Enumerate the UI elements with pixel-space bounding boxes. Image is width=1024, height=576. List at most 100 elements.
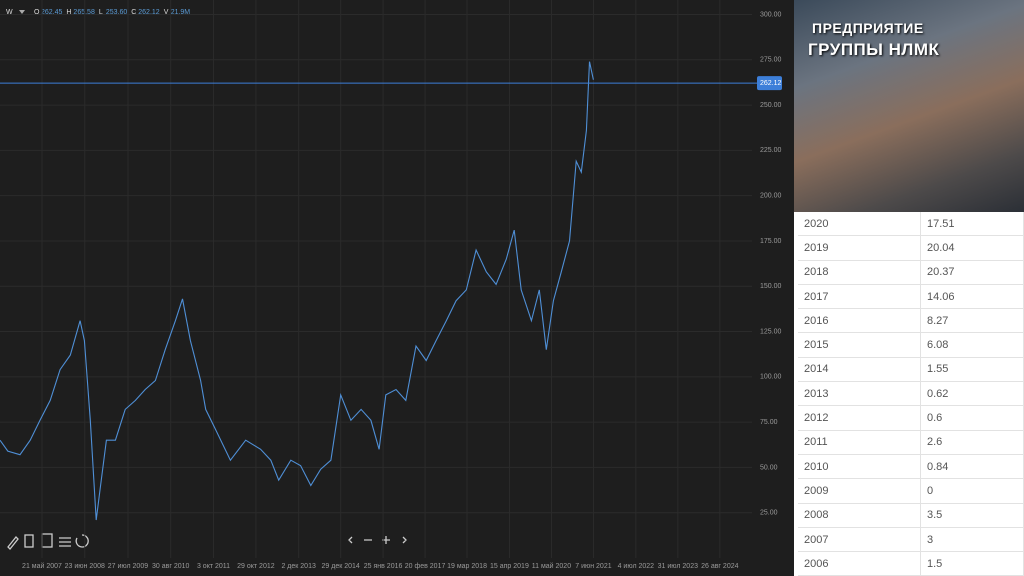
table-cell: 14.06 — [920, 284, 1024, 310]
x-tick-label: 29 дек 2014 — [322, 563, 360, 570]
table-row: 2009 0 — [798, 478, 1024, 504]
ohlc-label: O — [34, 9, 40, 16]
x-tick-label: 15 апр 2019 — [490, 563, 529, 570]
symbol[interactable]: W — [6, 9, 13, 16]
ohlc-label: C — [131, 9, 136, 16]
table-row: 2016 8.27 — [798, 308, 1024, 334]
x-tick-label: 11 май 2020 — [532, 562, 571, 570]
x-tick-label: 2 дек 2013 — [281, 563, 316, 570]
y-tick-label: 275.00 — [760, 57, 782, 64]
x-tick-label: 19 мар 2018 — [447, 563, 487, 570]
x-tick-label: 23 июн 2008 — [65, 563, 105, 570]
table-row: 2008 3.5 — [798, 503, 1024, 528]
data-table: 2020 17.51 2019 20.04 2018 20.37 2017 14.06 2016… — [798, 212, 1024, 576]
table-cell: 2009 — [798, 478, 921, 504]
note-tool[interactable] — [24, 534, 34, 548]
table-row: 2006 1.5 — [798, 551, 1024, 576]
table-row: 2017 14.06 — [798, 284, 1024, 310]
y-tick-label: 25.00 — [760, 510, 778, 517]
table-row: 2020 17.51 — [798, 212, 1024, 237]
table-cell: 2016 — [798, 308, 921, 334]
settings-tool[interactable] — [59, 537, 71, 547]
table-cell: 20.37 — [920, 260, 1024, 285]
y-tick-label: 175.00 — [760, 238, 782, 245]
side-panel: ПРЕДПРИЯТИЕ ГРУППЫ НЛМК 2020 17.51 2019 20.… — [794, 0, 1024, 576]
table-cell: 2013 — [798, 381, 921, 407]
x-tick-label: 4 июл 2022 — [618, 563, 655, 570]
add-tool[interactable] — [41, 533, 53, 548]
table-cell: 2006 — [798, 551, 921, 576]
x-tick-label: 20 фев 2017 — [405, 563, 446, 570]
table-cell: 2010 — [798, 454, 921, 480]
draw-tool[interactable] — [7, 536, 19, 550]
dropdown-arrow[interactable] — [19, 10, 25, 14]
ohlc-label: V — [164, 9, 169, 16]
table-cell: 2012 — [798, 405, 921, 431]
table-row: 2018 20.37 — [798, 260, 1024, 285]
x-tick-label: 21 май 2007 — [22, 562, 62, 570]
table-cell: 17.51 — [920, 212, 1024, 237]
table-cell: 0.6 — [920, 405, 1024, 431]
table-cell: 2011 — [798, 430, 921, 455]
table-row: 2011 2.6 — [798, 430, 1024, 455]
chart: W O 262.45 H 265.58 L 253.60 C 262.12 V 21.9M25.0… — [0, 0, 794, 576]
article-image: ПРЕДПРИЯТИЕ ГРУППЫ НЛМК — [794, 0, 1024, 212]
image-title: ПРЕДПРИЯТИЕ — [812, 20, 924, 36]
table-row: 2014 1.55 — [798, 357, 1024, 383]
x-tick-label: 30 авг 2010 — [152, 563, 190, 570]
table-row: 2019 20.04 — [798, 235, 1024, 261]
y-tick-label: 100.00 — [760, 374, 782, 381]
table-cell: 3.5 — [920, 503, 1024, 528]
nav-controls[interactable] — [348, 536, 407, 544]
table-row: 2010 0.84 — [798, 454, 1024, 480]
ohlc-value: 21.9M — [171, 9, 191, 16]
reset-tool[interactable] — [75, 534, 89, 548]
y-tick-label: 250.00 — [760, 102, 782, 109]
table-cell: 1.55 — [920, 357, 1024, 383]
ohlc-value: 265.58 — [73, 9, 95, 16]
ohlc-value: 262.12 — [138, 9, 160, 16]
table-cell: 2017 — [798, 284, 921, 310]
x-tick-label: 25 янв 2016 — [364, 563, 403, 570]
table-cell: 2007 — [798, 527, 921, 553]
ohlc-label: H — [66, 9, 71, 16]
table-cell: 6.08 — [920, 332, 1024, 358]
table-cell: 2019 — [798, 235, 921, 261]
table-cell: 1.5 — [920, 551, 1024, 576]
price-line — [0, 61, 594, 521]
ohlc-value: 262.45 — [41, 9, 63, 16]
table-cell: 20.04 — [920, 235, 1024, 261]
table-cell: 3 — [920, 527, 1024, 553]
y-tick-label: 300.00 — [760, 11, 782, 18]
y-tick-label: 75.00 — [760, 419, 778, 426]
table-cell: 0.84 — [920, 454, 1024, 480]
ohlc-value: 253.60 — [106, 9, 128, 16]
table-row: 2013 0.62 — [798, 381, 1024, 407]
x-tick-label: 3 окт 2011 — [197, 563, 230, 570]
x-tick-label: 7 июн 2021 — [575, 563, 611, 570]
y-tick-label: 50.00 — [760, 464, 778, 471]
price-tag — [757, 76, 782, 91]
table-row: 2012 0.6 — [798, 405, 1024, 431]
table-cell: 2018 — [798, 260, 921, 285]
y-tick-label: 125.00 — [760, 328, 782, 335]
table-cell: 2015 — [798, 332, 921, 358]
x-tick-label: 27 июл 2009 — [108, 563, 148, 570]
table-cell: 2.6 — [920, 430, 1024, 455]
table-cell: 2020 — [798, 212, 921, 237]
x-tick-label: 26 авг 2024 — [701, 563, 739, 570]
table-cell: 2008 — [798, 503, 921, 528]
toolbar — [7, 533, 407, 550]
image-title: ГРУППЫ НЛМК — [808, 40, 940, 59]
table-cell: 8.27 — [920, 308, 1024, 334]
x-tick-label: 31 июл 2023 — [658, 563, 698, 570]
table-cell: 2014 — [798, 357, 921, 383]
table-cell: 0 — [920, 478, 1024, 504]
table-row: 2007 3 — [798, 527, 1024, 553]
price-tag-label: 262.12 — [760, 80, 782, 87]
ohlc-label: L — [99, 9, 103, 16]
table-cell: 0.62 — [920, 381, 1024, 407]
table-row: 2015 6.08 — [798, 332, 1024, 358]
y-tick-label: 200.00 — [760, 193, 782, 200]
